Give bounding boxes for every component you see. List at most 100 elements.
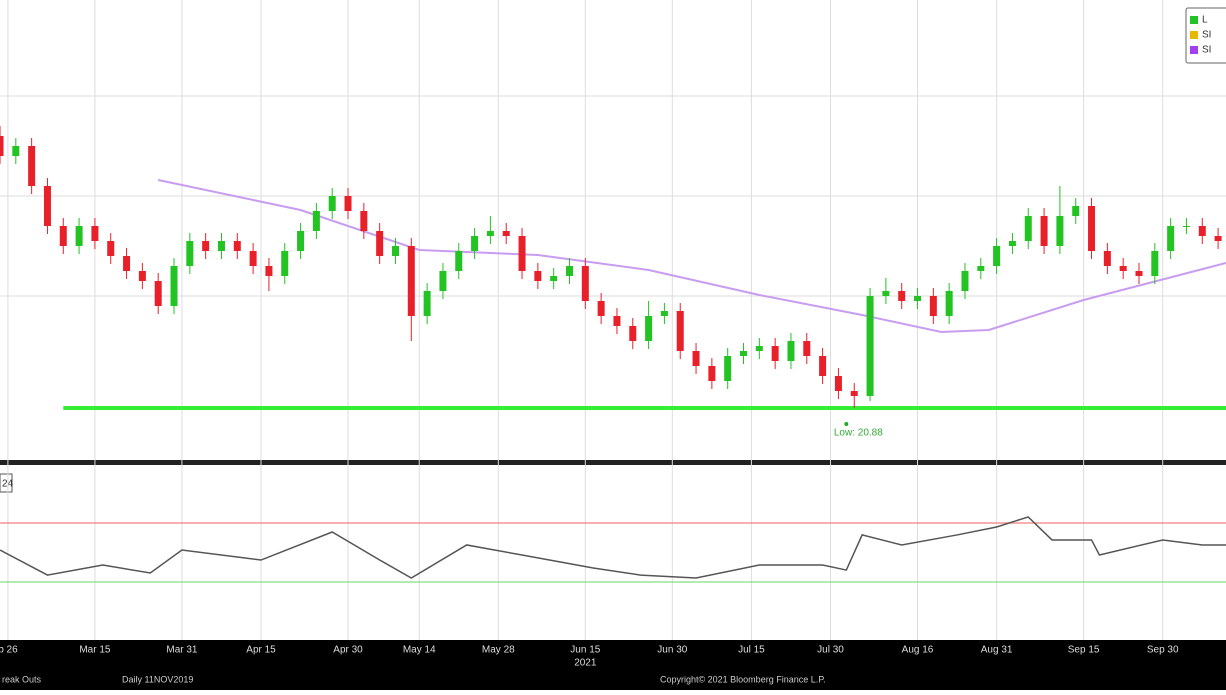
x-tick-label: Apr 30 <box>333 645 363 656</box>
candle-body <box>993 246 1001 266</box>
candle-body <box>123 256 131 271</box>
candle-body <box>518 236 526 271</box>
candle-body <box>455 251 463 271</box>
candle-body <box>360 211 368 231</box>
candle-body <box>660 311 668 316</box>
candle-body <box>834 376 842 391</box>
footer-text: Daily 11NOV2019 <box>122 674 193 684</box>
candle-body <box>312 211 320 231</box>
candle <box>486 216 494 244</box>
candle <box>59 218 67 254</box>
candle <box>945 283 953 324</box>
candle <box>645 301 653 349</box>
candle <box>550 268 558 289</box>
candle <box>819 348 827 384</box>
candle <box>771 338 779 369</box>
candle-body <box>1072 206 1080 216</box>
candle-body <box>502 231 510 236</box>
legend-swatch <box>1190 31 1198 39</box>
candle-body <box>597 301 605 316</box>
candle <box>708 358 716 389</box>
candle <box>1119 258 1127 279</box>
candle-body <box>866 296 874 396</box>
candle-body <box>265 266 273 276</box>
candle <box>1167 218 1175 259</box>
candle <box>1056 186 1064 254</box>
candle-body <box>486 231 494 236</box>
candle <box>866 288 874 401</box>
candle <box>202 233 210 259</box>
candle <box>233 233 241 259</box>
candle <box>1198 218 1206 244</box>
candle-body <box>1151 251 1159 276</box>
candle-body <box>1103 251 1111 266</box>
candle-body <box>59 226 67 246</box>
x-tick-label: Aug 16 <box>902 645 934 656</box>
candle-body <box>755 346 763 351</box>
x-tick-label: Aug 31 <box>981 645 1013 656</box>
candle-body <box>850 391 858 396</box>
candle <box>929 288 937 324</box>
candle-body <box>961 271 969 291</box>
candle-body <box>407 246 415 316</box>
candle-body <box>803 341 811 356</box>
candle <box>360 203 368 239</box>
candle-body <box>1024 216 1032 241</box>
candle <box>1214 228 1222 249</box>
candle <box>170 258 178 314</box>
candle <box>1182 218 1190 234</box>
candle <box>297 223 305 259</box>
candle <box>344 188 352 219</box>
candle-body <box>882 291 890 296</box>
candle-body <box>12 146 20 156</box>
candle-body <box>1182 226 1190 227</box>
candle <box>1008 233 1016 254</box>
candle <box>0 126 4 164</box>
candle-body <box>281 251 289 276</box>
x-year-label: 2021 <box>574 658 597 669</box>
candle <box>740 343 748 364</box>
candle-body <box>91 226 99 241</box>
candle-body <box>344 196 352 211</box>
candle <box>1040 208 1048 254</box>
candle-body <box>0 136 4 156</box>
candle <box>455 243 463 279</box>
legend-swatch <box>1190 16 1198 24</box>
candle-body <box>439 271 447 291</box>
candle-body <box>1167 226 1175 251</box>
candle <box>186 233 194 274</box>
candle <box>597 293 605 324</box>
x-tick-label: Jun 30 <box>657 645 687 656</box>
candle <box>217 233 225 259</box>
x-tick-label: Jul 15 <box>738 645 765 656</box>
x-tick-label: Mar 15 <box>79 645 111 656</box>
candle <box>518 228 526 279</box>
candle-body <box>740 351 748 356</box>
x-tick-label: May 28 <box>482 645 515 656</box>
candle <box>75 218 83 254</box>
candle-body <box>676 311 684 351</box>
candle-body <box>138 271 146 281</box>
panel-divider <box>0 460 1226 465</box>
x-tick-label: Apr 15 <box>246 645 276 656</box>
candle <box>91 218 99 249</box>
candle-body <box>471 236 479 251</box>
candle-body <box>1008 241 1016 246</box>
rsi-label-box <box>0 473 13 493</box>
candle-body <box>550 276 558 281</box>
candle-body <box>629 326 637 341</box>
candle-body <box>724 356 732 381</box>
candle-body <box>391 246 399 256</box>
legend-label: SI <box>1202 30 1211 41</box>
legend-label: L <box>1202 15 1208 26</box>
candle-body <box>249 251 257 266</box>
candle <box>755 338 763 359</box>
candle <box>12 138 20 164</box>
candle <box>898 283 906 309</box>
candle <box>281 243 289 284</box>
candle-body <box>708 366 716 381</box>
low-marker <box>844 422 849 426</box>
legend-label: SI <box>1202 45 1211 56</box>
candle-body <box>977 266 985 271</box>
candle-body <box>565 266 573 276</box>
